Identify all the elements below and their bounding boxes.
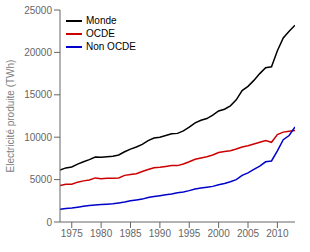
svg-text:5000: 5000 (30, 174, 53, 185)
svg-text:2010: 2010 (266, 228, 289, 239)
svg-text:15000: 15000 (24, 89, 52, 100)
svg-text:1990: 1990 (149, 228, 172, 239)
svg-text:2000: 2000 (208, 228, 231, 239)
html-text:Monde: Monde (86, 15, 117, 26)
svg-text:1995: 1995 (178, 228, 201, 239)
svg-text:1980: 1980 (90, 228, 113, 239)
svg-text:25000: 25000 (24, 5, 52, 16)
html-text:OCDE: OCDE (86, 28, 115, 39)
svg-text:Electricité produite (TWh): Electricité produite (TWh) (8, 60, 16, 173)
svg-text:1985: 1985 (119, 228, 142, 239)
html-text:Non OCDE: Non OCDE (86, 41, 136, 52)
svg-text:10000: 10000 (24, 132, 52, 143)
svg-text:1975: 1975 (61, 228, 84, 239)
svg-text:20000: 20000 (24, 47, 52, 58)
svg-text:2005: 2005 (237, 228, 260, 239)
svg-text:0: 0 (46, 217, 52, 228)
